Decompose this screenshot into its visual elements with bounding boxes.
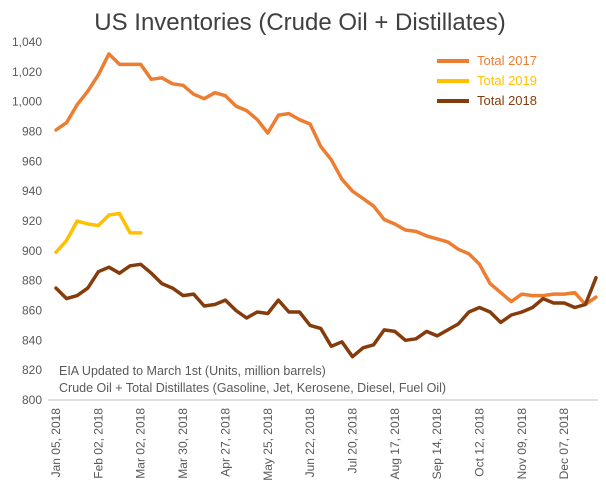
- x-tick-label: Jun 22, 2018: [303, 408, 317, 478]
- series-line-total-2017: [54, 52, 598, 307]
- y-tick-label: 980: [22, 125, 42, 139]
- y-tick-label: 1,000: [12, 95, 42, 109]
- x-tick-label: Sep 14, 2018: [430, 408, 444, 480]
- x-axis-ticks: Jan 05, 2018 Feb 02, 2018 Mar 02, 2018 Mar …: [49, 408, 571, 481]
- x-tick-label: Aug 17, 2018: [388, 408, 402, 480]
- chart-title: US Inventories (Crude Oil + Distillates): [94, 9, 505, 36]
- y-tick-label: 840: [22, 333, 42, 347]
- annotation-description: Crude Oil + Total Distillates (Gasoline,…: [59, 381, 446, 395]
- y-tick-label: 960: [22, 154, 42, 168]
- x-tick-label: Mar 30, 2018: [176, 408, 190, 479]
- y-tick-label: 1,040: [12, 35, 42, 49]
- x-tick-label: Mar 02, 2018: [134, 408, 148, 479]
- y-tick-label: 1,020: [12, 65, 42, 79]
- legend: Total 2017 Total 2019 Total 2018: [437, 53, 537, 108]
- x-tick-label: Jul 20, 2018: [345, 408, 359, 474]
- y-axis-ticks: 1,040 1,020 1,000 980 960 940 920 900 880 860 840 8…: [12, 35, 42, 407]
- x-tick-label: Oct 12, 2018: [473, 408, 487, 477]
- y-tick-label: 800: [22, 393, 42, 407]
- y-tick-label: 880: [22, 274, 42, 288]
- legend-label: Total 2018: [477, 93, 537, 108]
- annotation-source: EIA Updated to March 1st (Units, million…: [59, 364, 326, 378]
- x-tick-label: May 25, 2018: [261, 408, 275, 481]
- x-tick-label: Dec 07, 2018: [557, 408, 571, 480]
- x-tick-label: Jan 05, 2018: [49, 408, 63, 478]
- series-line-total-2019: [54, 211, 143, 255]
- y-tick-label: 900: [22, 244, 42, 258]
- y-tick-label: 860: [22, 304, 42, 318]
- x-tick-label: Feb 02, 2018: [91, 408, 105, 479]
- y-tick-label: 820: [22, 363, 42, 377]
- x-tick-label: Nov 09, 2018: [515, 408, 529, 480]
- series-lines: [54, 52, 598, 359]
- y-tick-label: 940: [22, 184, 42, 198]
- series-line-total-2018: [54, 262, 598, 359]
- legend-label: Total 2017: [477, 53, 537, 68]
- x-tick-label: Apr 27, 2018: [218, 408, 232, 477]
- legend-label: Total 2019: [477, 73, 537, 88]
- y-tick-label: 920: [22, 214, 42, 228]
